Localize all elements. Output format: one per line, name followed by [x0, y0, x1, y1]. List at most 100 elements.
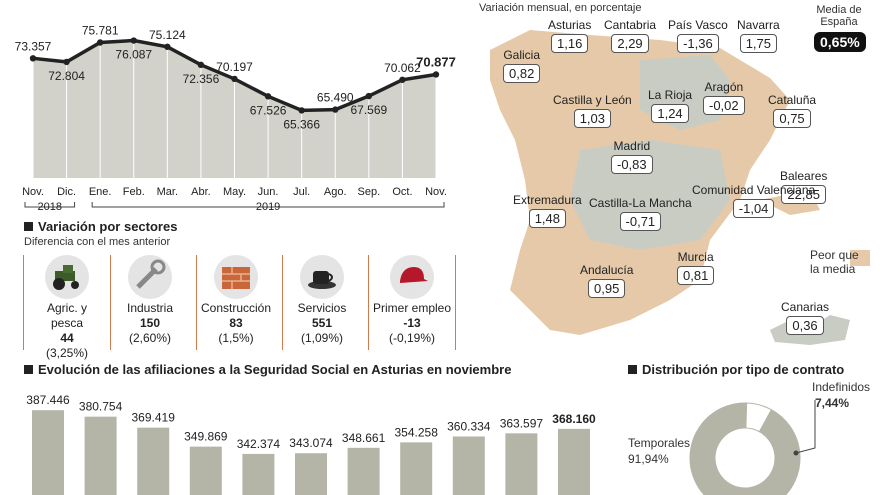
region-value: -0,83	[611, 155, 653, 174]
indefinidos-label: Indefinidos	[812, 380, 871, 394]
region-value: 1,16	[551, 34, 589, 53]
region-baleares: Baleares 22,85	[780, 169, 827, 204]
region-cataluña: Cataluña 0,75	[768, 93, 816, 128]
media-label: Media de España	[816, 4, 862, 28]
bar	[84, 416, 117, 495]
bar-value-label: 354.258	[395, 425, 439, 439]
donut-slice	[689, 402, 801, 495]
wrench-icon	[128, 255, 172, 299]
region-aragón: Aragón -0,02	[703, 80, 745, 115]
bricks-icon	[214, 255, 258, 299]
line-data-label: 73.357	[15, 39, 52, 53]
bar-value-label: 380.754	[79, 400, 123, 414]
region-name: Cataluña	[768, 93, 817, 107]
region-value: 22,85	[781, 185, 826, 204]
month-tick-label: Dic.	[57, 186, 76, 198]
bar-value-label: 343.074	[289, 436, 333, 450]
line-data-label: 72.356	[183, 72, 220, 86]
region-value: -1,36	[677, 34, 719, 53]
region-name: Galicia	[503, 48, 540, 62]
bar	[400, 442, 433, 495]
sector-divider	[110, 255, 111, 350]
line-point	[399, 76, 406, 83]
sectors-subtitle: Diferencia con el mes anterior	[24, 236, 171, 248]
month-tick-label: Feb.	[123, 186, 145, 198]
region-madrid: Madrid -0,83	[611, 139, 653, 174]
region-galicia: Galicia 0,82	[503, 48, 541, 83]
region-castilla-y-león: Castilla y León 1,03	[553, 93, 632, 128]
line-point	[231, 75, 238, 83]
donut-slice	[745, 402, 773, 433]
region-andalucía: Andalucía 0,95	[580, 263, 633, 298]
sector-construccion: Construcción 83 (1,5%)	[200, 255, 272, 346]
line-data-label: 65.490	[317, 91, 354, 105]
region-value: 0,95	[588, 279, 626, 298]
bar	[137, 427, 170, 495]
month-tick-label: Nov.	[22, 186, 44, 198]
region-name: Madrid	[613, 139, 651, 153]
temporales-value: 91,94%	[628, 452, 669, 466]
line-data-label: 67.526	[250, 103, 287, 117]
afiliaciones-bar-chart: 387.446 380.754 369.419 349.869 342.374 343.0…	[26, 393, 596, 495]
region-value: 1,48	[528, 209, 566, 228]
line-data-label: 75.781	[82, 24, 119, 38]
map-subtitle: Variación mensual, en porcentaje	[479, 2, 642, 14]
bar-value-label: 368.160	[552, 412, 596, 426]
legend-label: Peor que la media	[810, 248, 859, 276]
sector-primer-empleo: Primer empleo -13 (-0,19%)	[372, 255, 452, 346]
tractor-icon	[45, 255, 89, 299]
afiliaciones-title: Evolución de las afiliaciones a la Segur…	[24, 362, 511, 377]
line-point	[298, 107, 305, 114]
bar	[347, 447, 380, 495]
region-value: -0,71	[619, 212, 662, 231]
line-point	[432, 71, 440, 78]
region-cantabria: Cantabria 2,29	[604, 18, 656, 53]
line-point	[264, 93, 272, 100]
region-value: 1,03	[573, 109, 612, 128]
region-name: Baleares	[780, 169, 828, 183]
line-point	[332, 106, 339, 113]
bar	[452, 436, 485, 495]
month-tick-label: Abr.	[191, 186, 211, 198]
month-tick-label: Ago.	[324, 186, 347, 198]
region-comunidad-valenciana: Comunidad Valenciana -1,04	[692, 183, 815, 218]
sector-agric: Agric. y pesca 44 (3,25%)	[31, 255, 103, 361]
bar	[189, 446, 222, 495]
year-label: 2018	[38, 201, 62, 213]
cap-icon	[390, 255, 434, 299]
bar-value-label: 348.661	[342, 431, 386, 445]
line-data-label: 67.569	[350, 103, 387, 117]
year-bracket	[91, 202, 445, 208]
bar-value-label: 369.419	[132, 411, 176, 425]
region-name: Comunidad Valenciana	[692, 183, 816, 197]
sectors-title: Variación por sectores	[24, 219, 177, 234]
region-name: Cantabria	[604, 18, 657, 32]
line-point	[365, 92, 373, 100]
month-tick-label: Mar.	[157, 186, 178, 198]
region-name: Murcia	[677, 250, 714, 264]
sector-divider	[23, 255, 24, 350]
region-castilla-la-mancha: Castilla-La Mancha -0,71	[589, 196, 692, 231]
month-tick-label: Oct.	[392, 186, 412, 198]
region-value: 2,29	[611, 34, 649, 53]
bar-value-label: 363.597	[500, 416, 544, 430]
region-name: Extremadura	[513, 193, 582, 207]
region-murcia: Murcia 0,81	[677, 250, 715, 285]
region-la-rioja: La Rioja 1,24	[648, 88, 692, 123]
region-value: 1,75	[739, 34, 777, 53]
bar-value-label: 342.374	[237, 437, 281, 451]
sector-servicios: Servicios 551 (1,09%)	[286, 255, 358, 346]
year-bracket	[24, 202, 76, 208]
sector-divider	[196, 255, 197, 350]
month-tick-label: Jun.	[258, 186, 279, 198]
sector-divider	[455, 255, 456, 350]
bar-value-label: 387.446	[26, 393, 70, 407]
region-navarra: Navarra 1,75	[737, 18, 780, 53]
bar	[505, 433, 538, 495]
region-name: Canarias	[781, 300, 830, 314]
region-value: -0,02	[703, 96, 745, 115]
legend-swatch	[850, 250, 870, 266]
line-point	[197, 61, 205, 69]
month-tick-label: May.	[223, 186, 246, 198]
bar-value-label: 360.334	[447, 419, 491, 433]
